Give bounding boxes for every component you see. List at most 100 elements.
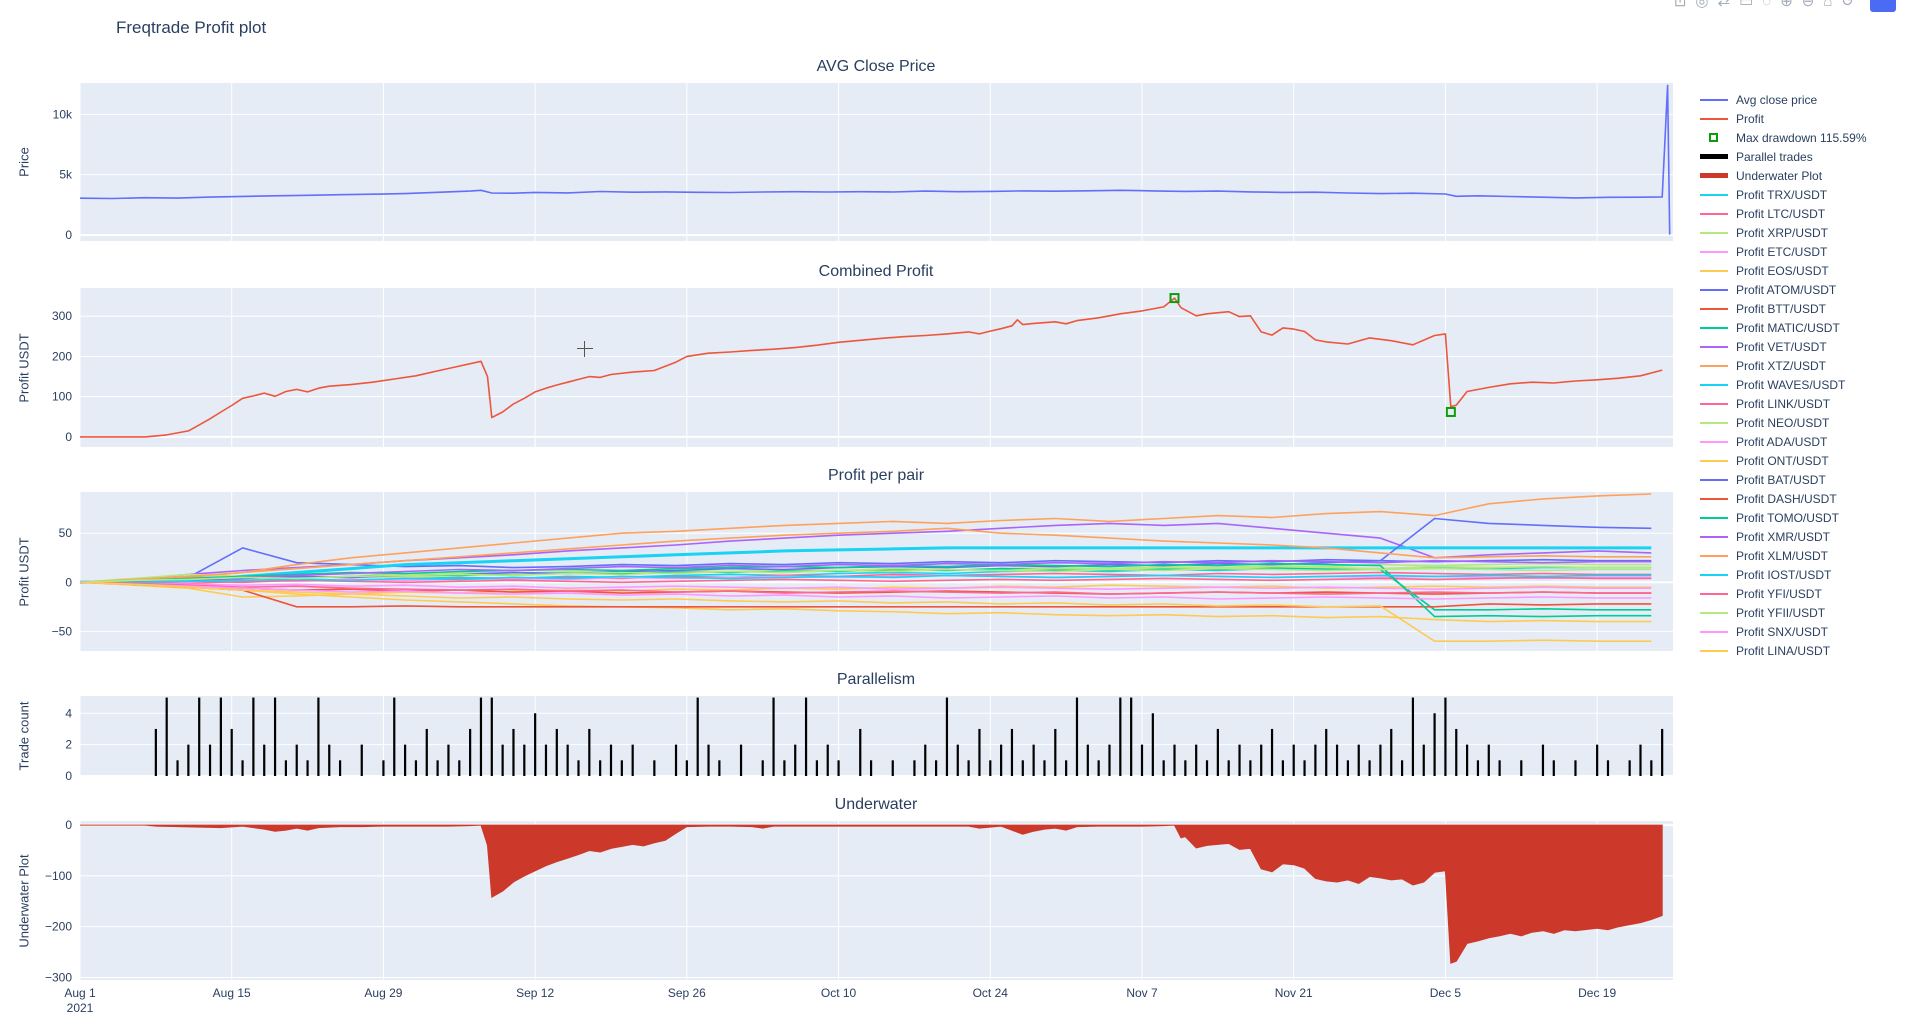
legend-line-sample-icon	[1700, 554, 1728, 557]
legend-line-sample-icon	[1700, 345, 1728, 348]
legend-item-profit-ltc-usdt[interactable]: Profit LTC/USDT	[1700, 204, 1910, 223]
plotly-modebar: ⊡ ◎ ⇄ ▭ ◌ ⊕ ⊖ ⌂ ↺	[1665, 0, 1854, 10]
plot-area-parallelism[interactable]: 0 2 4	[0, 696, 1700, 783]
legend-item-profit-trx-usdt[interactable]: Profit TRX/USDT	[1700, 185, 1910, 204]
y-tick-label: 10k	[53, 107, 73, 121]
legend-item-avg-close-price[interactable]: Avg close price	[1700, 90, 1910, 109]
x-axis-year-label: 2021	[66, 1001, 94, 1015]
legend-line-sample-icon	[1700, 421, 1728, 424]
y-tick-label: −100	[45, 869, 72, 883]
plot-area-combined-profit[interactable]: 0 100 200 300	[0, 288, 1700, 447]
legend-item-profit-atom-usdt[interactable]: Profit ATOM/USDT	[1700, 280, 1910, 299]
legend-item-profit-etc-usdt[interactable]: Profit ETC/USDT	[1700, 242, 1910, 261]
legend-label: Profit DASH/USDT	[1736, 491, 1837, 506]
y-tick-label: −300	[45, 970, 72, 984]
x-tick-label: Aug 1	[64, 986, 96, 1000]
y-tick-label: 100	[52, 390, 72, 404]
legend-label: Profit YFII/USDT	[1736, 605, 1826, 620]
y-tick-label: 0	[65, 430, 72, 444]
legend-item-profit-xtz-usdt[interactable]: Profit XTZ/USDT	[1700, 356, 1910, 375]
legend-label: Profit LINK/USDT	[1736, 396, 1831, 411]
x-tick-label: Aug 29	[364, 986, 403, 1000]
legend-item-profit-snx-usdt[interactable]: Profit SNX/USDT	[1700, 622, 1910, 641]
legend-label: Profit YFI/USDT	[1736, 586, 1822, 601]
zoom-out-icon[interactable]: ⊖	[1801, 0, 1815, 10]
legend-item-profit-yfi-usdt[interactable]: Profit YFI/USDT	[1700, 584, 1910, 603]
page-title: Freqtrade Profit plot	[116, 18, 267, 37]
legend-line-sample-icon	[1700, 383, 1728, 386]
x-tick-label: Oct 10	[820, 986, 857, 1000]
legend-line-sample-icon	[1700, 402, 1728, 405]
legend-label: Profit VET/USDT	[1736, 339, 1827, 354]
zoom-in-icon[interactable]: ⊕	[1780, 0, 1793, 10]
x-tick-label: Nov 21	[1274, 986, 1313, 1000]
subplot-title-parallelism: Parallelism	[836, 671, 916, 688]
plot-area-profit-per-pair[interactable]: −50 0 50	[0, 492, 1700, 651]
pan-icon[interactable]: ⇄	[1717, 0, 1731, 10]
legend-label: Profit ADA/USDT	[1736, 434, 1828, 449]
legend-label: Profit TRX/USDT	[1736, 187, 1828, 202]
legend-item-profit-link-usdt[interactable]: Profit LINK/USDT	[1700, 394, 1910, 413]
legend-label: Profit XMR/USDT	[1736, 529, 1831, 544]
legend-line-sample-icon	[1700, 231, 1728, 234]
legend-item-profit-eos-usdt[interactable]: Profit EOS/USDT	[1700, 261, 1910, 280]
legend-item-profit[interactable]: Profit	[1700, 109, 1910, 128]
subplot-title-underwater: Underwater	[834, 796, 918, 813]
legend-item-profit-bat-usdt[interactable]: Profit BAT/USDT	[1700, 470, 1910, 489]
legend-label: Profit XLM/USDT	[1736, 548, 1829, 563]
y-tick-label: 0	[65, 228, 72, 242]
lasso-select-icon[interactable]: ◌	[1762, 0, 1772, 10]
zoom-icon[interactable]: ◎	[1695, 0, 1709, 10]
legend-line-sample-icon	[1700, 516, 1728, 519]
legend-item-profit-tomo-usdt[interactable]: Profit TOMO/USDT	[1700, 508, 1910, 527]
y-tick-label: 5k	[59, 168, 73, 182]
legend-label: Avg close price	[1736, 92, 1818, 107]
x-tick-label: Sep 26	[667, 986, 706, 1000]
legend-line-sample-icon	[1700, 117, 1728, 120]
subplot-title-combined-profit: Combined Profit	[818, 263, 934, 280]
legend-line-sample-icon	[1700, 459, 1728, 462]
legend: Avg close price Profit Max drawdown 115.59…	[1700, 90, 1910, 660]
legend-item-underwater-plot[interactable]: Underwater Plot	[1700, 166, 1910, 185]
camera-icon[interactable]: ⊡	[1673, 0, 1687, 10]
legend-item-profit-vet-usdt[interactable]: Profit VET/USDT	[1700, 337, 1910, 356]
x-axis-tick-labels: Aug 1 Aug 15 Aug 29 Sep 12 Sep 26 Oct 10 Oct 2…	[0, 986, 1910, 1022]
plot-area-underwater[interactable]: 0 −100 −200 −300	[0, 818, 1700, 984]
legend-line-sample-icon	[1700, 497, 1728, 500]
legend-item-profit-lina-usdt[interactable]: Profit LINA/USDT	[1700, 641, 1910, 660]
legend-item-profit-neo-usdt[interactable]: Profit NEO/USDT	[1700, 413, 1910, 432]
legend-line-sample-icon	[1700, 649, 1728, 652]
legend-line-sample-icon	[1700, 250, 1728, 253]
legend-item-profit-xrp-usdt[interactable]: Profit XRP/USDT	[1700, 223, 1910, 242]
plotly-logo-icon[interactable]	[1870, 0, 1896, 12]
legend-item-profit-ada-usdt[interactable]: Profit ADA/USDT	[1700, 432, 1910, 451]
reset-axes-icon[interactable]: ↺	[1841, 0, 1854, 10]
x-tick-label: Sep 12	[516, 986, 555, 1000]
legend-label: Profit BAT/USDT	[1736, 472, 1826, 487]
legend-item-profit-xmr-usdt[interactable]: Profit XMR/USDT	[1700, 527, 1910, 546]
legend-line-sample-icon	[1700, 630, 1728, 633]
legend-item-parallel-trades[interactable]: Parallel trades	[1700, 147, 1910, 166]
box-select-icon[interactable]: ▭	[1739, 0, 1754, 10]
legend-item-profit-dash-usdt[interactable]: Profit DASH/USDT	[1700, 489, 1910, 508]
legend-item-profit-iost-usdt[interactable]: Profit IOST/USDT	[1700, 565, 1910, 584]
legend-item-max-drawdown-115-59-[interactable]: Max drawdown 115.59%	[1700, 128, 1910, 147]
legend-item-profit-waves-usdt[interactable]: Profit WAVES/USDT	[1700, 375, 1910, 394]
legend-item-profit-yfii-usdt[interactable]: Profit YFII/USDT	[1700, 603, 1910, 622]
legend-item-profit-ont-usdt[interactable]: Profit ONT/USDT	[1700, 451, 1910, 470]
y-tick-label: −200	[45, 920, 72, 934]
y-tick-label: 200	[52, 349, 72, 363]
legend-line-sample-icon	[1700, 98, 1728, 101]
legend-item-profit-matic-usdt[interactable]: Profit MATIC/USDT	[1700, 318, 1910, 337]
legend-line-sample-icon	[1700, 573, 1728, 576]
plot-area-avg-close-price[interactable]: 0 5k 10k	[0, 83, 1700, 242]
legend-item-profit-xlm-usdt[interactable]: Profit XLM/USDT	[1700, 546, 1910, 565]
autoscale-icon[interactable]: ⌂	[1823, 0, 1833, 10]
legend-label: Profit XRP/USDT	[1736, 225, 1829, 240]
legend-line-sample-icon	[1700, 440, 1728, 443]
y-tick-label: 4	[65, 706, 72, 720]
legend-label: Profit ONT/USDT	[1736, 453, 1829, 468]
legend-item-profit-btt-usdt[interactable]: Profit BTT/USDT	[1700, 299, 1910, 318]
